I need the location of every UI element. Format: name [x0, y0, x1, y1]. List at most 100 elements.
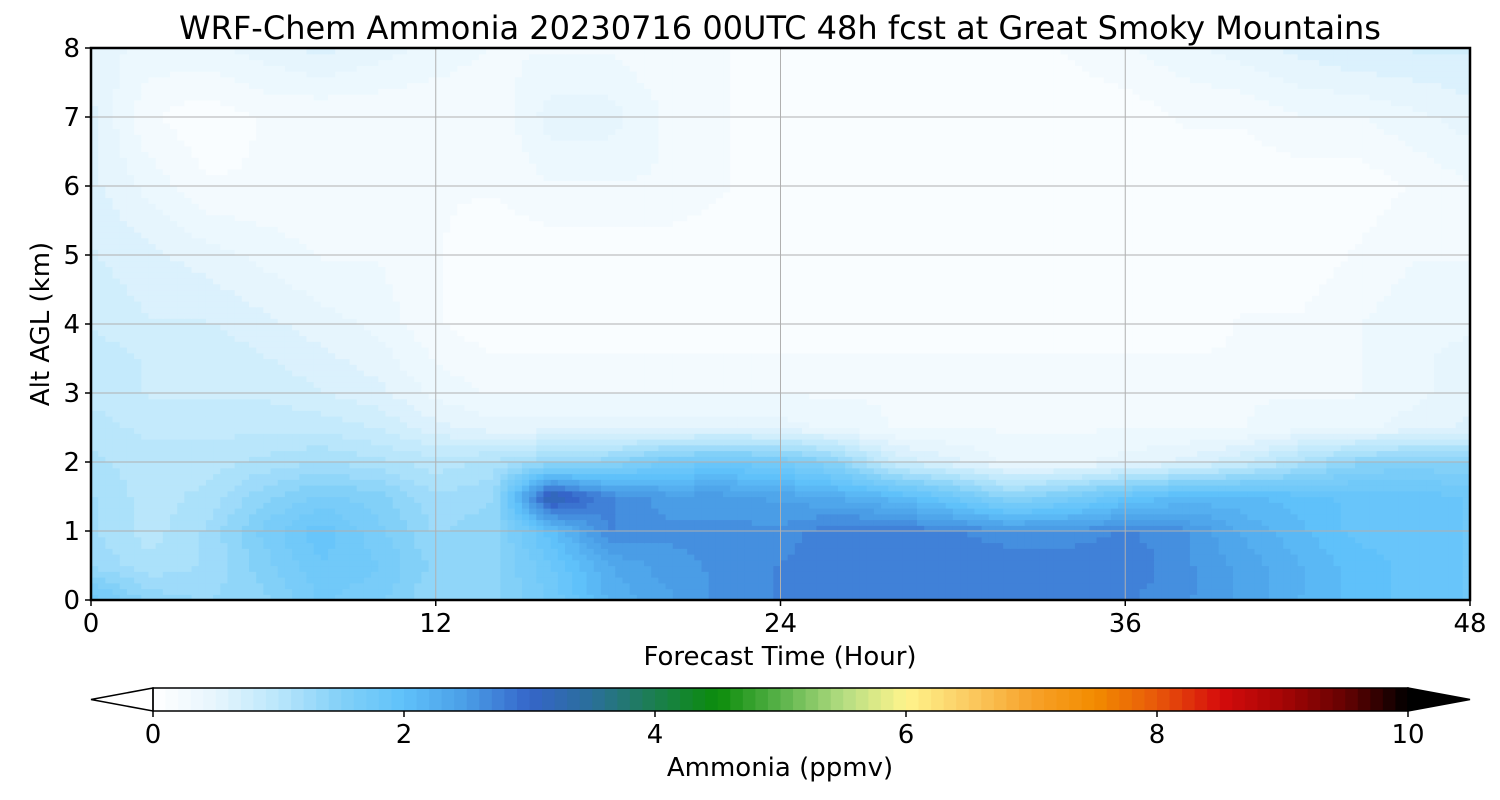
heatmap-cell [227, 554, 235, 560]
heatmap-cell [1362, 537, 1370, 543]
heatmap-cell [105, 502, 113, 508]
heatmap-cell [838, 583, 846, 589]
heatmap-cell [759, 543, 767, 549]
heatmap-cell [127, 474, 135, 480]
heatmap-cell [1326, 491, 1334, 497]
heatmap-cell [1255, 502, 1263, 508]
heatmap-cell [716, 537, 724, 543]
heatmap-cell [328, 520, 336, 526]
heatmap-cell [565, 497, 573, 503]
heatmap-cell [1053, 548, 1061, 554]
heatmap-cell [838, 589, 846, 595]
heatmap-cell [1290, 543, 1298, 549]
heatmap-cell [314, 554, 322, 560]
heatmap-cell [321, 485, 329, 491]
heatmap-cell [1384, 514, 1392, 520]
heatmap-cell [1025, 583, 1033, 589]
heatmap-cell [1456, 468, 1464, 474]
heatmap-cell [120, 548, 128, 554]
heatmap-cell [680, 485, 688, 491]
heatmap-cell [414, 497, 422, 503]
heatmap-cell [1161, 451, 1169, 457]
heatmap-cell [558, 583, 566, 589]
heatmap-cell [888, 508, 896, 514]
heatmap-cell [781, 548, 789, 554]
heatmap-cell [1305, 531, 1313, 537]
heatmap-cell [924, 508, 932, 514]
heatmap-cell [809, 502, 817, 508]
heatmap-cell [134, 560, 142, 566]
heatmap-cell [464, 491, 472, 497]
heatmap-cell [1089, 497, 1097, 503]
heatmap-cell [342, 531, 350, 537]
heatmap-cell [974, 577, 982, 583]
heatmap-cell [781, 537, 789, 543]
heatmap-cell [120, 497, 128, 503]
heatmap-cell [134, 583, 142, 589]
heatmap-cell [1355, 583, 1363, 589]
heatmap-cell [1334, 554, 1342, 560]
heatmap-cell [737, 502, 745, 508]
heatmap-cell [1384, 554, 1392, 560]
heatmap-cell [1369, 571, 1377, 577]
heatmap-cell [924, 560, 932, 566]
heatmap-cell [227, 502, 235, 508]
heatmap-cell [1118, 485, 1126, 491]
heatmap-cell [385, 462, 393, 468]
heatmap-cell [1420, 485, 1428, 491]
heatmap-cell [105, 468, 113, 474]
heatmap-cell [177, 502, 185, 508]
heatmap-cell [946, 508, 954, 514]
heatmap-cell [529, 462, 537, 468]
heatmap-cell [1046, 571, 1054, 577]
heatmap-cell [1369, 543, 1377, 549]
heatmap-cell [1204, 468, 1212, 474]
heatmap-cell [184, 491, 192, 497]
heatmap-cell [421, 583, 429, 589]
heatmap-cell [637, 589, 645, 595]
heatmap-cell [766, 571, 774, 577]
heatmap-cell [1082, 514, 1090, 520]
heatmap-cell [910, 508, 918, 514]
heatmap-cell [587, 468, 595, 474]
heatmap-cell [522, 560, 530, 566]
heatmap-cell [156, 462, 164, 468]
heatmap-cell [350, 537, 358, 543]
heatmap-cell [651, 462, 659, 468]
heatmap-cell [1255, 508, 1263, 514]
heatmap-cell [98, 577, 106, 583]
heatmap-cell [1398, 531, 1406, 537]
heatmap-cell [1348, 531, 1356, 537]
heatmap-cell [1097, 531, 1105, 537]
heatmap-cell [371, 554, 379, 560]
heatmap-cell [759, 502, 767, 508]
heatmap-cell [271, 566, 279, 572]
heatmap-cell [1341, 577, 1349, 583]
heatmap-cell [1319, 589, 1327, 595]
heatmap-cell [773, 462, 781, 468]
heatmap-cell [1355, 560, 1363, 566]
heatmap-cell [802, 514, 810, 520]
heatmap-cell [357, 485, 365, 491]
heatmap-cell [1176, 497, 1184, 503]
heatmap-cell [1097, 589, 1105, 595]
heatmap-cell [271, 543, 279, 549]
heatmap-cell [177, 508, 185, 514]
heatmap-cell [364, 571, 372, 577]
heatmap-cell [436, 560, 444, 566]
heatmap-cell [1398, 543, 1406, 549]
heatmap-cell [486, 571, 494, 577]
heatmap-cell [1118, 451, 1126, 457]
heatmap-cell [148, 520, 156, 526]
heatmap-cell [364, 543, 372, 549]
heatmap-cell [350, 502, 358, 508]
heatmap-cell [1420, 451, 1428, 457]
heatmap-cell [472, 514, 480, 520]
heatmap-cell [1290, 502, 1298, 508]
heatmap-cell [1319, 560, 1327, 566]
heatmap-cell [924, 520, 932, 526]
heatmap-cell [953, 577, 961, 583]
heatmap-cell [888, 577, 896, 583]
heatmap-cell [163, 508, 171, 514]
heatmap-cell [766, 474, 774, 480]
